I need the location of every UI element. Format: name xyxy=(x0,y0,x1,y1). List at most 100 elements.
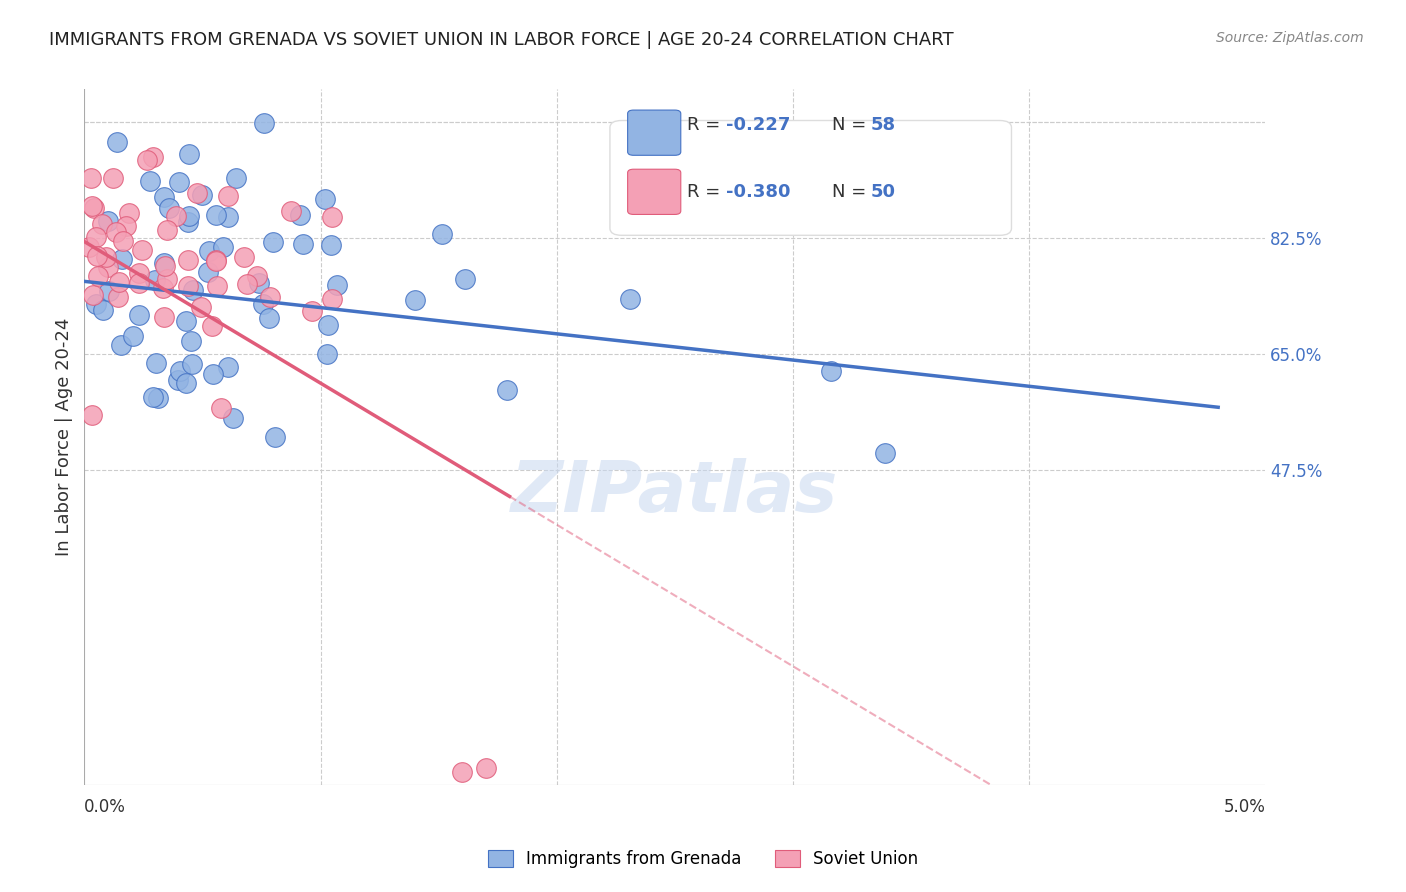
Point xyxy=(167,175,190,189)
Point xyxy=(108,275,131,289)
Text: -0.227: -0.227 xyxy=(725,116,790,135)
FancyBboxPatch shape xyxy=(627,110,681,155)
Point xyxy=(118,206,141,220)
Point xyxy=(153,310,176,325)
Text: ZIPatlas: ZIPatlas xyxy=(512,458,838,527)
Point xyxy=(205,253,228,268)
Point xyxy=(128,266,150,280)
Text: N =: N = xyxy=(832,116,872,135)
Point xyxy=(475,761,498,775)
Point xyxy=(236,277,259,291)
FancyBboxPatch shape xyxy=(627,169,681,214)
Text: N =: N = xyxy=(832,183,872,202)
Point xyxy=(86,249,108,263)
Text: R =: R = xyxy=(686,183,725,202)
Text: Source: ZipAtlas.com: Source: ZipAtlas.com xyxy=(1216,31,1364,45)
Point xyxy=(280,203,302,218)
Point xyxy=(496,383,519,397)
Point xyxy=(96,250,118,264)
Point xyxy=(315,346,337,360)
Point xyxy=(156,222,179,236)
Point xyxy=(167,373,190,387)
Point xyxy=(87,269,110,284)
Point xyxy=(110,337,132,351)
Point xyxy=(111,252,134,266)
Point xyxy=(252,297,274,311)
Point xyxy=(257,310,280,325)
Point xyxy=(451,764,474,779)
Point xyxy=(156,272,179,286)
Point xyxy=(197,265,219,279)
Point xyxy=(122,328,145,343)
Text: R =: R = xyxy=(686,116,725,135)
Point xyxy=(146,391,169,405)
Point xyxy=(205,209,228,223)
Legend: Immigrants from Grenada, Soviet Union: Immigrants from Grenada, Soviet Union xyxy=(481,843,925,875)
Point xyxy=(139,174,162,188)
Point xyxy=(107,135,129,149)
Point xyxy=(820,363,842,377)
Point xyxy=(112,234,135,248)
Point xyxy=(301,303,323,318)
Point xyxy=(145,356,167,370)
Point xyxy=(291,237,314,252)
Point xyxy=(430,227,453,241)
Point xyxy=(152,256,174,270)
Text: 5.0%: 5.0% xyxy=(1223,798,1265,816)
Point xyxy=(212,239,235,253)
Point xyxy=(97,213,120,227)
Point xyxy=(217,210,239,224)
Point xyxy=(142,390,165,404)
Y-axis label: In Labor Force | Age 20-24: In Labor Force | Age 20-24 xyxy=(55,318,73,557)
Point xyxy=(198,244,221,258)
Point xyxy=(321,210,343,224)
Point xyxy=(179,147,201,161)
Text: 0.0%: 0.0% xyxy=(84,798,127,816)
Point xyxy=(152,190,174,204)
Point xyxy=(97,284,120,298)
Point xyxy=(128,276,150,290)
Point xyxy=(290,208,312,222)
Point xyxy=(77,240,100,254)
Point xyxy=(91,302,114,317)
Point xyxy=(179,209,201,223)
Text: 58: 58 xyxy=(870,116,896,135)
Point xyxy=(84,229,107,244)
Point xyxy=(246,269,269,284)
Point xyxy=(82,199,104,213)
Point xyxy=(143,273,166,287)
Point xyxy=(209,401,232,415)
Text: IMMIGRANTS FROM GRENADA VS SOVIET UNION IN LABOR FORCE | AGE 20-24 CORRELATION C: IMMIGRANTS FROM GRENADA VS SOVIET UNION … xyxy=(49,31,953,49)
Point xyxy=(180,358,202,372)
Point xyxy=(316,318,339,332)
Point xyxy=(205,278,228,293)
Point xyxy=(176,252,198,267)
Point xyxy=(259,290,281,304)
Point xyxy=(404,293,426,307)
Point xyxy=(131,244,153,258)
Point xyxy=(128,309,150,323)
Point xyxy=(321,292,343,306)
Point xyxy=(177,214,200,228)
Point xyxy=(80,171,103,186)
Point xyxy=(253,116,276,130)
Point xyxy=(314,192,336,206)
Point xyxy=(217,359,239,374)
Point xyxy=(201,367,224,381)
Point xyxy=(619,292,641,306)
Point xyxy=(169,364,191,378)
Point xyxy=(115,219,138,233)
Point xyxy=(262,235,284,250)
Point xyxy=(136,153,159,167)
Point xyxy=(105,226,128,240)
Point xyxy=(174,376,197,390)
Point xyxy=(83,202,105,216)
Point xyxy=(453,272,475,286)
Point xyxy=(326,278,349,293)
Point xyxy=(101,171,124,186)
Point xyxy=(107,290,129,304)
Point xyxy=(152,281,174,295)
Point xyxy=(84,297,107,311)
Point xyxy=(82,288,104,302)
Point xyxy=(247,277,270,291)
